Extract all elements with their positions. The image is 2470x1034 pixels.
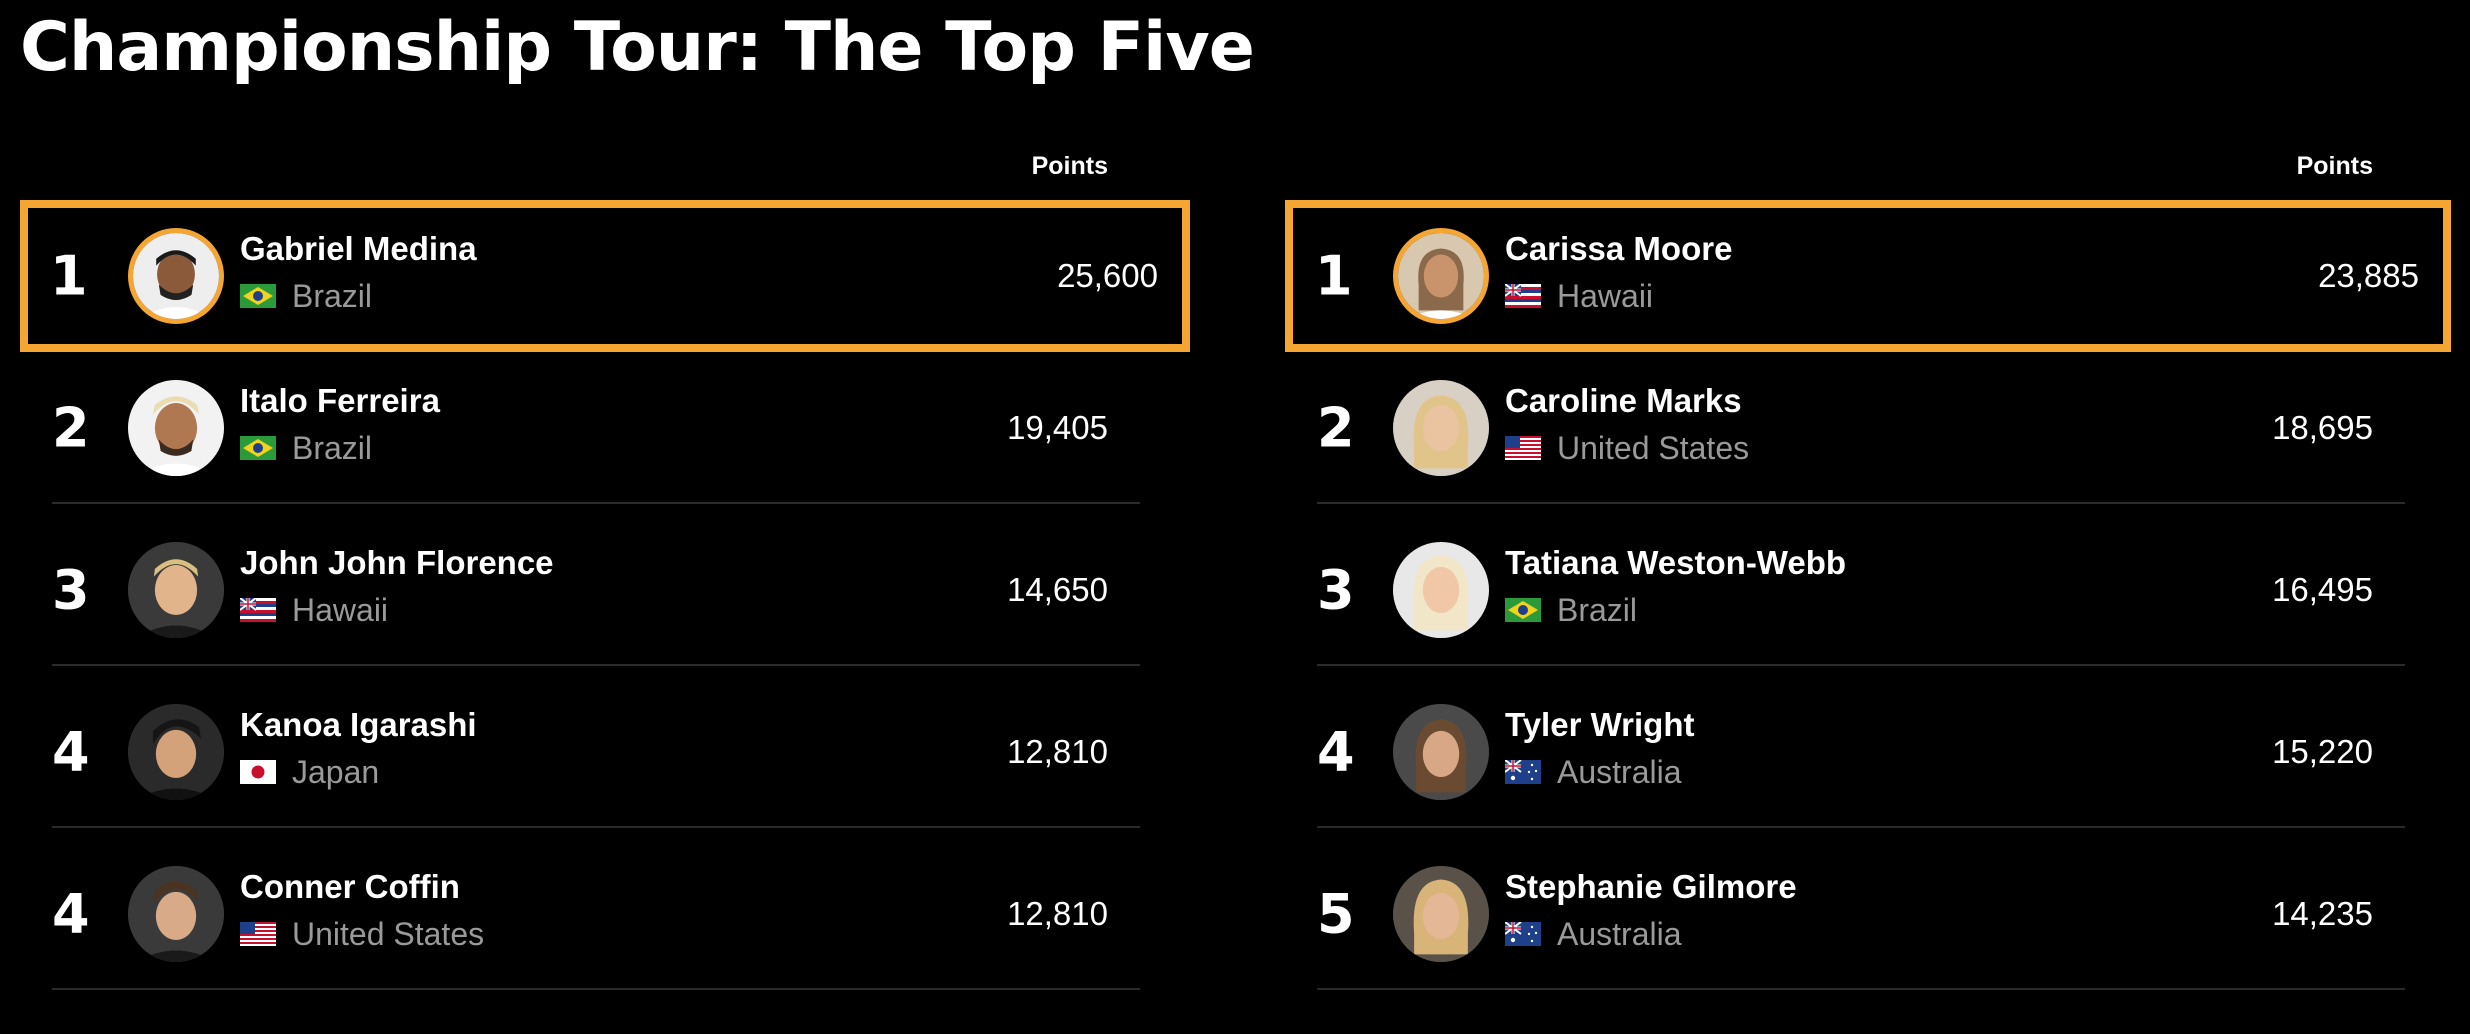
country-name: United States xyxy=(292,915,485,952)
avatar xyxy=(128,866,224,962)
rank: 5 xyxy=(1317,882,1355,946)
surfer-name[interactable]: Tatiana Weston-Webb xyxy=(1505,544,1847,581)
points-value: 18,695 xyxy=(2272,409,2373,446)
rank: 2 xyxy=(1317,396,1355,460)
surfer-name[interactable]: Conner Coffin xyxy=(240,868,460,905)
leaderboard-row[interactable]: 2 Italo Ferreira Brazil 19,405 xyxy=(20,352,1140,504)
country-line: Brazil xyxy=(240,276,372,316)
hawaii-flag-icon xyxy=(1505,284,1541,308)
avatar xyxy=(1393,704,1489,800)
page-title: Championship Tour: The Top Five xyxy=(20,8,1255,87)
usa-flag-icon xyxy=(240,922,276,946)
points-value: 12,810 xyxy=(1007,733,1108,770)
row-divider xyxy=(1317,988,2405,990)
avatar xyxy=(128,380,224,476)
points-value: 16,495 xyxy=(2272,571,2373,608)
leaderboard-row[interactable]: 1 Carissa Moore Hawaii 23,885 xyxy=(1285,200,2451,352)
country-line: Australia xyxy=(1505,752,1682,792)
surfer-name[interactable]: Italo Ferreira xyxy=(240,382,440,419)
country-line: Brazil xyxy=(1505,590,1637,630)
country-name: Brazil xyxy=(292,277,373,314)
country-name: United States xyxy=(1557,429,1750,466)
country-line: United States xyxy=(1505,428,1749,468)
australia-flag-icon xyxy=(1505,922,1541,946)
rank: 4 xyxy=(52,720,90,784)
brazil-flag-icon xyxy=(240,436,276,460)
leaderboard-row[interactable]: 1 Gabriel Medina Brazil 25,600 xyxy=(20,200,1190,352)
rank: 1 xyxy=(1315,244,1353,308)
leaderboard-row[interactable]: 4 Kanoa Igarashi Japan 12,810 xyxy=(20,676,1140,828)
australia-flag-icon xyxy=(1505,760,1541,784)
row-divider xyxy=(52,826,1140,828)
rank: 4 xyxy=(52,882,90,946)
avatar xyxy=(1393,228,1489,324)
points-column-header: Points xyxy=(2296,152,2373,180)
rank: 2 xyxy=(52,396,90,460)
country-line: Hawaii xyxy=(1505,276,1653,316)
row-divider xyxy=(1317,502,2405,504)
usa-flag-icon xyxy=(1505,436,1541,460)
brazil-flag-icon xyxy=(240,284,276,308)
surfer-name[interactable]: Kanoa Igarashi xyxy=(240,706,477,743)
country-line: Hawaii xyxy=(240,590,388,630)
surfer-name[interactable]: Stephanie Gilmore xyxy=(1505,868,1797,905)
points-column-header: Points xyxy=(1031,152,1108,180)
brazil-flag-icon xyxy=(1505,598,1541,622)
surfer-name[interactable]: John John Florence xyxy=(240,544,554,581)
surfer-name[interactable]: Gabriel Medina xyxy=(240,230,477,267)
hawaii-flag-icon xyxy=(240,598,276,622)
avatar xyxy=(1393,380,1489,476)
avatar xyxy=(128,704,224,800)
country-name: Australia xyxy=(1557,753,1682,790)
country-line: United States xyxy=(240,914,484,954)
surfer-name[interactable]: Caroline Marks xyxy=(1505,382,1742,419)
leaderboard-row[interactable]: 5 Stephanie Gilmore Australia 14,235 xyxy=(1285,838,2405,990)
points-value: 12,810 xyxy=(1007,895,1108,932)
points-value: 25,600 xyxy=(1057,257,1158,294)
country-name: Australia xyxy=(1557,915,1682,952)
surfer-name[interactable]: Carissa Moore xyxy=(1505,230,1733,267)
country-line: Brazil xyxy=(240,428,372,468)
country-name: Japan xyxy=(292,753,380,790)
country-line: Australia xyxy=(1505,914,1682,954)
leaderboard-row[interactable]: 3 Tatiana Weston-Webb Brazil 16,495 xyxy=(1285,514,2405,666)
avatar xyxy=(128,542,224,638)
avatar xyxy=(1393,542,1489,638)
row-divider xyxy=(1317,826,2405,828)
rank: 3 xyxy=(52,558,90,622)
country-name: Brazil xyxy=(292,429,373,466)
leaderboard-row[interactable]: 4 Conner Coffin United States 12,810 xyxy=(20,838,1140,990)
country-line: Japan xyxy=(240,752,379,792)
points-value: 19,405 xyxy=(1007,409,1108,446)
country-name: Brazil xyxy=(1557,591,1638,628)
country-name: Hawaii xyxy=(292,591,389,628)
japan-flag-icon xyxy=(240,760,276,784)
row-divider xyxy=(52,664,1140,666)
points-value: 14,235 xyxy=(2272,895,2373,932)
leaderboard-row[interactable]: 2 Caroline Marks United States 18,695 xyxy=(1285,352,2405,504)
avatar xyxy=(1393,866,1489,962)
row-divider xyxy=(52,502,1140,504)
rank: 4 xyxy=(1317,720,1355,784)
points-value: 15,220 xyxy=(2272,733,2373,770)
points-value: 23,885 xyxy=(2318,257,2419,294)
rank: 1 xyxy=(50,244,88,308)
rank: 3 xyxy=(1317,558,1355,622)
surfer-name[interactable]: Tyler Wright xyxy=(1505,706,1695,743)
row-divider xyxy=(52,988,1140,990)
row-divider xyxy=(1317,664,2405,666)
leaderboard-row[interactable]: 3 John John Florence Hawaii 14,650 xyxy=(20,514,1140,666)
leaderboard-row[interactable]: 4 Tyler Wright Australia 15,220 xyxy=(1285,676,2405,828)
country-name: Hawaii xyxy=(1557,277,1654,314)
points-value: 14,650 xyxy=(1007,571,1108,608)
avatar xyxy=(128,228,224,324)
